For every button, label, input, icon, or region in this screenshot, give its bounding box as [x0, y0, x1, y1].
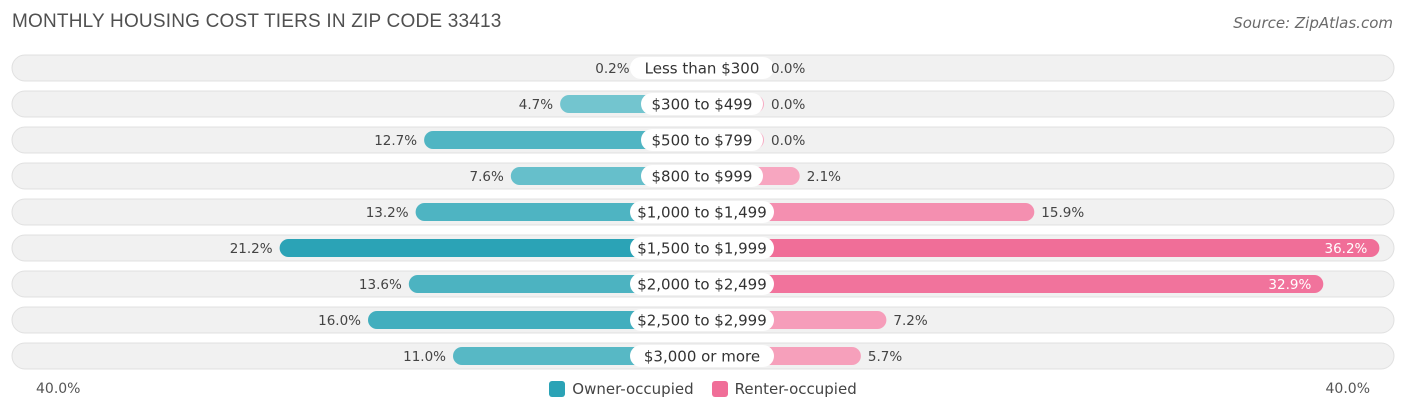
- category-label: $1,000 to $1,499: [637, 204, 767, 222]
- renter-value-label: 5.7%: [868, 349, 902, 365]
- chart-row: Less than $300 0.2% 0.0%: [11, 54, 1395, 82]
- chart-row: $500 to $799 12.7% 0.0%: [11, 126, 1395, 154]
- category-label: $1,500 to $1,999: [637, 240, 767, 258]
- axis-right-label: 40.0%: [1325, 381, 1370, 397]
- renter-value-label: 2.1%: [807, 169, 841, 185]
- renter-value-label: 0.0%: [771, 61, 805, 77]
- chart-row: $2,000 to $2,499 13.6% 32.9%: [11, 270, 1395, 298]
- legend-swatch-owner: [549, 381, 566, 397]
- category-label: $800 to $999: [652, 168, 753, 186]
- category-pill: [630, 345, 774, 367]
- owner-value-label: 21.2%: [230, 241, 273, 257]
- legend-swatch-renter: [711, 381, 728, 397]
- renter-bar: [702, 275, 1324, 293]
- owner-bar: [415, 203, 702, 221]
- category-pill: [630, 237, 774, 259]
- renter-value-label: 36.2%: [1325, 241, 1368, 257]
- category-pill: [630, 57, 774, 79]
- owner-bar: [368, 311, 702, 329]
- chart-row: $800 to $999 7.6% 2.1%: [11, 162, 1395, 190]
- renter-value-label: 0.0%: [771, 97, 805, 113]
- legend-label-owner: Owner-occupied: [572, 380, 694, 398]
- owner-value-label: 13.6%: [359, 277, 402, 293]
- source-label: Source: ZipAtlas.com: [1233, 14, 1393, 32]
- renter-bar: [702, 239, 1380, 257]
- legend-label-renter: Renter-occupied: [734, 380, 857, 398]
- owner-bar: [408, 275, 702, 293]
- renter-bar: [702, 203, 1035, 221]
- chart-row: $3,000 or more 11.0% 5.7%: [11, 342, 1395, 370]
- category-pill: [630, 273, 774, 295]
- renter-value-label: 0.0%: [771, 133, 805, 149]
- category-label: $300 to $499: [652, 96, 753, 114]
- category-pill: [641, 93, 763, 115]
- category-pill: [630, 309, 774, 331]
- chart-row: $1,000 to $1,499 13.2% 15.9%: [11, 198, 1395, 226]
- renter-value-label: 15.9%: [1041, 205, 1084, 221]
- chart-row: $300 to $499 4.7% 0.0%: [11, 90, 1395, 118]
- legend-item-renter: Renter-occupied: [711, 380, 857, 398]
- owner-value-label: 13.2%: [366, 205, 409, 221]
- owner-bar: [279, 239, 702, 257]
- owner-value-label: 7.6%: [469, 169, 503, 185]
- owner-value-label: 11.0%: [403, 349, 446, 365]
- chart-row: $1,500 to $1,999 21.2% 36.2%: [11, 234, 1395, 262]
- owner-value-label: 0.2%: [595, 61, 629, 77]
- category-label: $3,000 or more: [644, 348, 760, 366]
- axis-left-label: 40.0%: [36, 381, 81, 397]
- category-label: $2,500 to $2,999: [637, 312, 767, 330]
- category-pill: [630, 201, 774, 223]
- category-label: $500 to $799: [652, 132, 753, 150]
- category-label: Less than $300: [645, 60, 760, 78]
- chart-title: MONTHLY HOUSING COST TIERS IN ZIP CODE 3…: [12, 11, 502, 32]
- legend: Owner-occupied Renter-occupied: [0, 380, 1406, 398]
- owner-value-label: 12.7%: [374, 133, 417, 149]
- chart-row: $2,500 to $2,999 16.0% 7.2%: [11, 306, 1395, 334]
- category-label: $2,000 to $2,499: [637, 276, 767, 294]
- owner-bar: [424, 131, 702, 149]
- category-pill: [641, 129, 763, 151]
- renter-value-label: 7.2%: [893, 313, 927, 329]
- owner-value-label: 16.0%: [318, 313, 361, 329]
- legend-item-owner: Owner-occupied: [549, 380, 694, 398]
- owner-value-label: 4.7%: [519, 97, 553, 113]
- renter-value-label: 32.9%: [1268, 277, 1311, 293]
- category-pill: [641, 165, 763, 187]
